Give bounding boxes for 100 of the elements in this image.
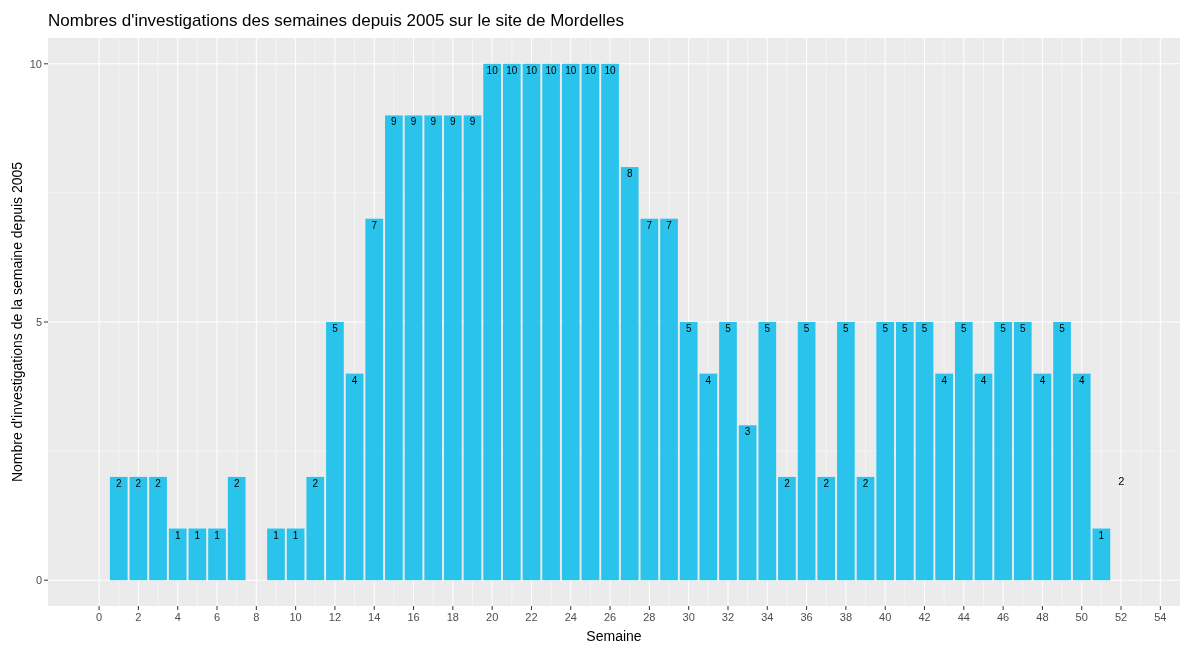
bar <box>640 218 659 581</box>
x-tick-label: 6 <box>213 611 221 623</box>
x-tick-label: 42 <box>918 611 931 623</box>
data-label: 7 <box>646 219 653 231</box>
annotation: 2 <box>1118 474 1125 487</box>
bar <box>483 63 501 581</box>
bar <box>738 425 757 581</box>
data-label: 10 <box>584 64 597 76</box>
bar <box>1072 373 1091 581</box>
data-label: 2 <box>784 477 791 489</box>
bar <box>326 322 344 581</box>
bar <box>797 322 816 581</box>
bar <box>149 476 167 581</box>
data-label: 10 <box>506 64 518 76</box>
data-label: 4 <box>941 374 948 386</box>
data-label: 2 <box>135 477 142 489</box>
data-label: 2 <box>233 477 240 489</box>
data-label: 5 <box>1000 323 1007 334</box>
x-tick-label: 28 <box>643 611 656 623</box>
bar <box>1013 322 1032 581</box>
bar <box>168 528 187 581</box>
data-label: 5 <box>882 323 889 334</box>
data-label: 9 <box>410 116 417 128</box>
data-label: 1 <box>273 529 280 541</box>
bar <box>660 218 678 581</box>
data-label: 1 <box>194 529 201 541</box>
data-label: 9 <box>450 116 457 128</box>
x-tick-label: 0 <box>96 611 103 623</box>
data-label: 9 <box>430 116 437 128</box>
bar <box>502 63 521 581</box>
x-tick-label: 46 <box>997 611 1010 623</box>
data-label: 10 <box>565 64 577 76</box>
bar <box>267 528 285 581</box>
data-label: 5 <box>921 323 928 334</box>
data-label: 4 <box>1078 374 1085 386</box>
data-label: 4 <box>1039 374 1046 386</box>
y-axis-title: Nombre d'investigations de la semaine depuis 2005 <box>9 161 25 483</box>
x-tick-label: 44 <box>957 611 970 623</box>
bar <box>561 63 580 581</box>
data-label: 10 <box>604 64 617 76</box>
bar <box>227 476 246 581</box>
data-label: 5 <box>764 323 771 334</box>
bar <box>719 322 737 581</box>
x-tick-label: 4 <box>174 611 181 623</box>
bar <box>974 373 993 581</box>
data-label: 1 <box>174 529 181 541</box>
bar <box>581 63 600 581</box>
y-tick-label: 5 <box>35 316 42 328</box>
x-tick-label: 2 <box>135 611 142 623</box>
bar <box>522 63 541 581</box>
bar <box>109 476 128 581</box>
x-tick-label: 34 <box>761 611 774 623</box>
x-axis-title: Semaine <box>586 628 642 644</box>
bar <box>286 528 305 581</box>
bar <box>817 476 836 581</box>
bar <box>620 167 639 581</box>
x-tick-label: 14 <box>368 611 381 623</box>
data-label: 5 <box>803 323 810 334</box>
y-tick-label: 10 <box>29 57 42 70</box>
bar <box>896 322 914 581</box>
data-label: 2 <box>155 477 162 489</box>
x-tick-label: 32 <box>721 611 735 623</box>
data-label: 5 <box>685 323 692 334</box>
bar <box>385 115 403 581</box>
bar <box>129 476 148 581</box>
bar <box>1033 373 1052 581</box>
data-label: 1 <box>292 529 299 541</box>
x-tick-label: 24 <box>564 611 577 623</box>
data-label: 2 <box>823 477 830 489</box>
bar <box>954 322 973 581</box>
bar <box>935 373 954 581</box>
x-tick-label: 50 <box>1075 611 1088 623</box>
x-tick-label: 22 <box>525 611 538 623</box>
data-label: 2 <box>862 477 869 489</box>
x-tick-label: 16 <box>407 611 420 623</box>
data-label: 5 <box>725 323 732 334</box>
data-label: 7 <box>371 219 378 231</box>
data-label: 10 <box>545 64 558 76</box>
bar <box>915 322 934 581</box>
data-label: 5 <box>1020 323 1026 334</box>
bar <box>463 115 482 581</box>
data-label: 7 <box>666 219 673 231</box>
x-tick-label: 54 <box>1154 611 1167 623</box>
data-label: 4 <box>351 374 358 386</box>
data-label: 5 <box>1059 323 1066 334</box>
data-label: 10 <box>486 64 499 76</box>
bar <box>424 115 443 581</box>
data-label: 5 <box>902 323 909 334</box>
bar <box>837 322 855 581</box>
data-label: 2 <box>115 477 122 489</box>
x-tick-label: 8 <box>253 611 260 623</box>
bar <box>1092 528 1111 581</box>
bar <box>188 528 207 581</box>
bar <box>856 476 875 581</box>
bar <box>758 322 777 581</box>
data-label: 5 <box>332 323 339 334</box>
bar <box>542 63 560 581</box>
data-label: 10 <box>525 64 538 76</box>
bar <box>208 528 226 581</box>
bar <box>876 322 895 581</box>
